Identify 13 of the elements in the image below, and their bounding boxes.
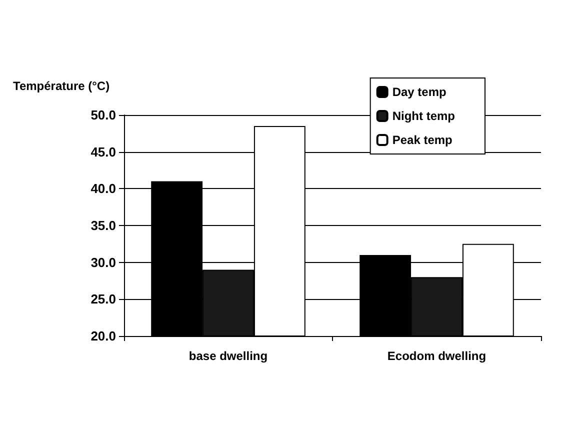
y-tick-label: 25.0	[90, 292, 116, 307]
y-tick-label: 40.0	[90, 181, 116, 196]
y-tick-label: 35.0	[90, 218, 116, 233]
y-tick-label: 20.0	[90, 328, 116, 344]
legend-label: Day temp	[392, 85, 446, 99]
y-tick-label: 50.0	[90, 108, 116, 122]
x-tick-label: Ecodom dwelling	[387, 349, 486, 363]
x-tick-label: base dwelling	[188, 349, 268, 363]
legend-label: Peak temp	[392, 133, 452, 147]
y-tick-label: 45.0	[90, 144, 116, 160]
y-axis-title: Température (°C)	[13, 79, 110, 93]
legend-label: Night temp	[392, 109, 456, 123]
y-tick-label: 30.0	[90, 254, 116, 270]
